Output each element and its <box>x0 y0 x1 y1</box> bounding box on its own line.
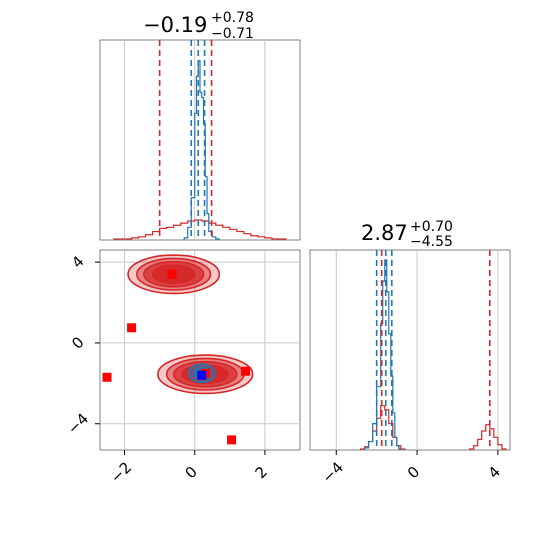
panel-frame <box>309 249 511 451</box>
quantile-lines <box>158 40 213 240</box>
contours <box>127 254 254 395</box>
histogram-blue <box>363 259 402 450</box>
marker-square <box>227 435 237 445</box>
title-median: 2.87 <box>361 221 408 245</box>
marker-square <box>241 366 251 376</box>
grid <box>335 250 499 450</box>
markers <box>102 269 251 445</box>
quantile-lines <box>375 250 491 450</box>
marker-square <box>127 323 137 333</box>
title-median: −0.19 <box>143 13 207 37</box>
grid <box>100 250 300 450</box>
title-plus: +0.78 <box>211 10 254 26</box>
panel-title: 2.87 +0.70 −4.55 <box>361 219 453 250</box>
panel-title: −0.19 +0.78 −0.71 <box>143 10 254 42</box>
panel-bottom-left: −2 0 2 −404 <box>64 249 301 487</box>
histogram-red <box>113 219 287 240</box>
title-minus: −0.71 <box>211 26 254 42</box>
histogram <box>359 259 507 450</box>
panel-frame <box>99 39 301 241</box>
panel-frame <box>99 249 301 451</box>
title-minus: −4.55 <box>410 234 453 250</box>
marker-square <box>197 370 207 380</box>
marker-square <box>102 372 112 382</box>
marker-square <box>167 269 177 279</box>
panel-top-left: −0.19 +0.78 −0.71 <box>99 10 301 241</box>
panel-bottom-right: −4 0 4 2.87 +0.70 −4.55 <box>309 219 511 487</box>
title-plus: +0.70 <box>410 219 453 235</box>
